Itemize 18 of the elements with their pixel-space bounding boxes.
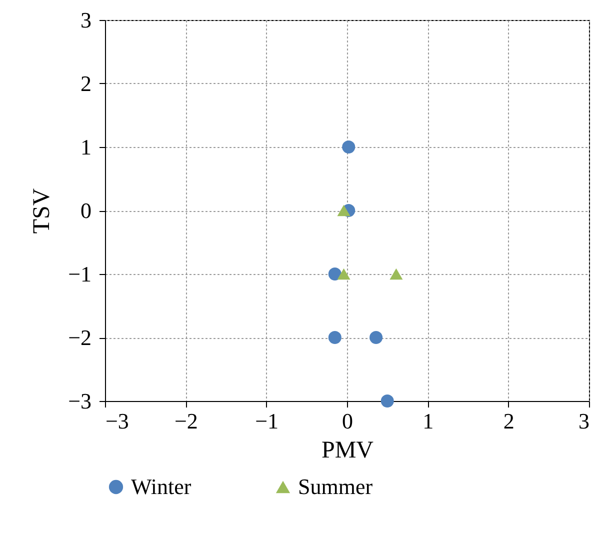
y-tick-label: −2 — [68, 325, 92, 350]
x-tick-label: −2 — [174, 408, 198, 434]
x-tick-label: 3 — [578, 408, 590, 434]
x-tick-label: 1 — [422, 408, 434, 434]
x-axis-title: PMV — [321, 438, 374, 464]
y-tick-label: −1 — [68, 262, 92, 286]
y-tick-label: 1 — [80, 134, 92, 160]
x-tick-label: −1 — [255, 408, 279, 434]
legend-label: Winter — [131, 474, 192, 499]
x-tick-label: −3 — [106, 408, 129, 434]
x-tick-label: 2 — [503, 408, 514, 434]
y-axis-title: TSV — [29, 188, 56, 234]
legend-label: Summer — [298, 474, 374, 499]
x-tick-label: 0 — [342, 408, 353, 434]
y-tick-label: 2 — [80, 71, 92, 96]
y-tick-label: 0 — [80, 198, 92, 223]
y-tick-label: 3 — [80, 8, 92, 32]
y-tick-label: −3 — [68, 388, 92, 414]
